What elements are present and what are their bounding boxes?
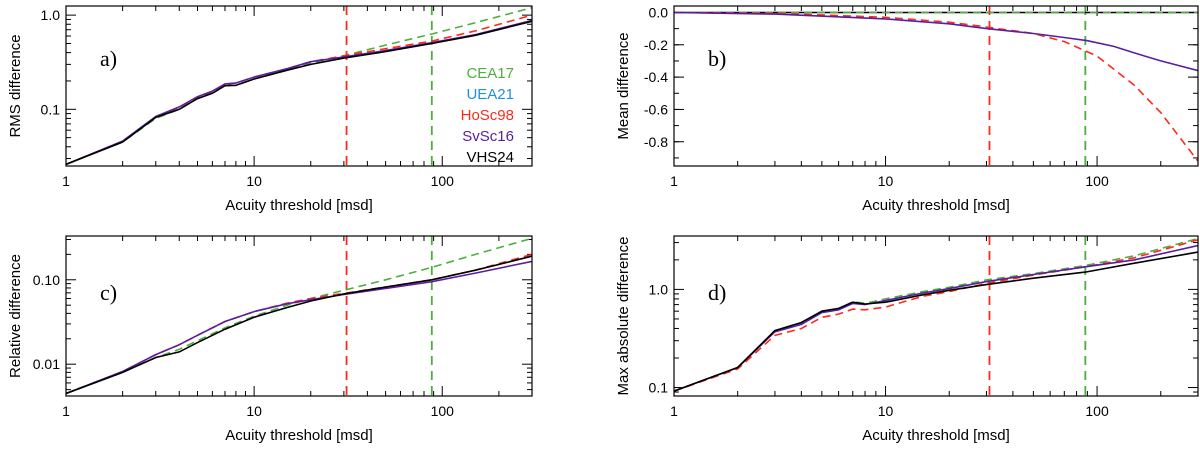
- y-minor-ticks: [66, 18, 532, 160]
- series-svsc16: [66, 19, 532, 166]
- y-minor-ticks: [66, 238, 532, 391]
- y-minor-ticks: [674, 11, 1198, 159]
- y-axis-label: Max absolute difference: [615, 237, 632, 396]
- legend: CEA17 UEA21 HoSc98 SvSc16 VHS24: [461, 65, 514, 166]
- y-axis-label: Mean difference: [615, 32, 632, 139]
- chart-mean-difference: 1 10 100 0.0 -0.2 -0.4 -0.6 -0.8 Acuity threshol…: [615, 4, 1199, 214]
- x-axis-label: Acuity threshold [msd]: [225, 427, 373, 444]
- legend-entry: CEA17: [466, 65, 514, 82]
- y-axis-label: RMS difference: [7, 34, 24, 137]
- x-tick-label: 100: [1085, 403, 1109, 419]
- series-svsc16: [66, 260, 532, 395]
- plot-frame: [65, 5, 533, 167]
- y-tick-label: 0.01: [33, 356, 60, 372]
- plot-frame: [673, 5, 1199, 167]
- x-tick-label: 1: [62, 173, 70, 189]
- x-tick-label: 1: [62, 403, 70, 419]
- series-svsc16: [674, 244, 1198, 392]
- legend-entry: SvSc16: [462, 128, 514, 145]
- chart-relative-difference: 1 10 100 0.01 0.10 Acuity threshold [msd] Rela…: [7, 235, 533, 444]
- y-tick-label: 0.10: [33, 272, 60, 288]
- panel-tag: a): [100, 46, 117, 71]
- y-tick-label: 0.1: [41, 101, 61, 117]
- x-tick-label: 100: [431, 173, 455, 189]
- y-axis-label: Relative difference: [7, 254, 24, 378]
- y-tick-label: 1.0: [41, 7, 61, 23]
- x-axis-label: Acuity threshold [msd]: [225, 197, 373, 214]
- x-tick-label: 1: [670, 173, 678, 189]
- legend-entry: HoSc98: [461, 107, 514, 124]
- x-minor-ticks: [122, 6, 533, 166]
- x-tick-label: 10: [878, 403, 894, 419]
- x-tick-label: 10: [246, 173, 262, 189]
- panel-tag: c): [100, 280, 117, 305]
- y-tick-label: 1.0: [649, 281, 669, 297]
- legend-entry: VHS24: [466, 149, 514, 166]
- x-axis-label: Acuity threshold [msd]: [862, 197, 1010, 214]
- series-cea17: [66, 237, 532, 395]
- series-svsc16: [674, 11, 1198, 72]
- series-vhs24: [66, 20, 532, 166]
- x-tick-label: 100: [431, 403, 455, 419]
- y-minor-ticks: [674, 242, 1198, 393]
- x-tick-label: 10: [878, 173, 894, 189]
- y-tick-label: 0.1: [649, 380, 669, 396]
- series-hosc98: [674, 11, 1198, 162]
- x-minor-ticks: [737, 6, 1199, 166]
- x-axis-label: Acuity threshold [msd]: [862, 427, 1010, 444]
- x-tick-label: 10: [246, 403, 262, 419]
- y-tick-label: -0.6: [644, 101, 668, 117]
- series-vhs24: [674, 251, 1198, 392]
- y-tick-label: -0.4: [644, 69, 668, 85]
- panel-tag: d): [708, 280, 726, 305]
- plot-frame: [673, 235, 1199, 397]
- series-vhs24: [66, 255, 532, 395]
- y-tick-label: -0.2: [644, 37, 668, 53]
- y-tick-label: 0.0: [649, 4, 669, 20]
- x-minor-ticks: [122, 236, 533, 396]
- x-tick-label: 100: [1085, 173, 1109, 189]
- panel-tag: b): [708, 46, 726, 71]
- plot-frame: [65, 235, 533, 397]
- chart-max-absolute-difference: 1 10 100 0.1 1.0 Acuity threshold [msd] Max ab…: [615, 235, 1199, 444]
- legend-entry: UEA21: [466, 86, 514, 103]
- y-tick-label: -0.8: [644, 134, 668, 150]
- chart-rms-difference: 1 10 100 0.1 1.0 Acuity threshold [msd] RMS di…: [7, 5, 533, 214]
- x-tick-label: 1: [670, 403, 678, 419]
